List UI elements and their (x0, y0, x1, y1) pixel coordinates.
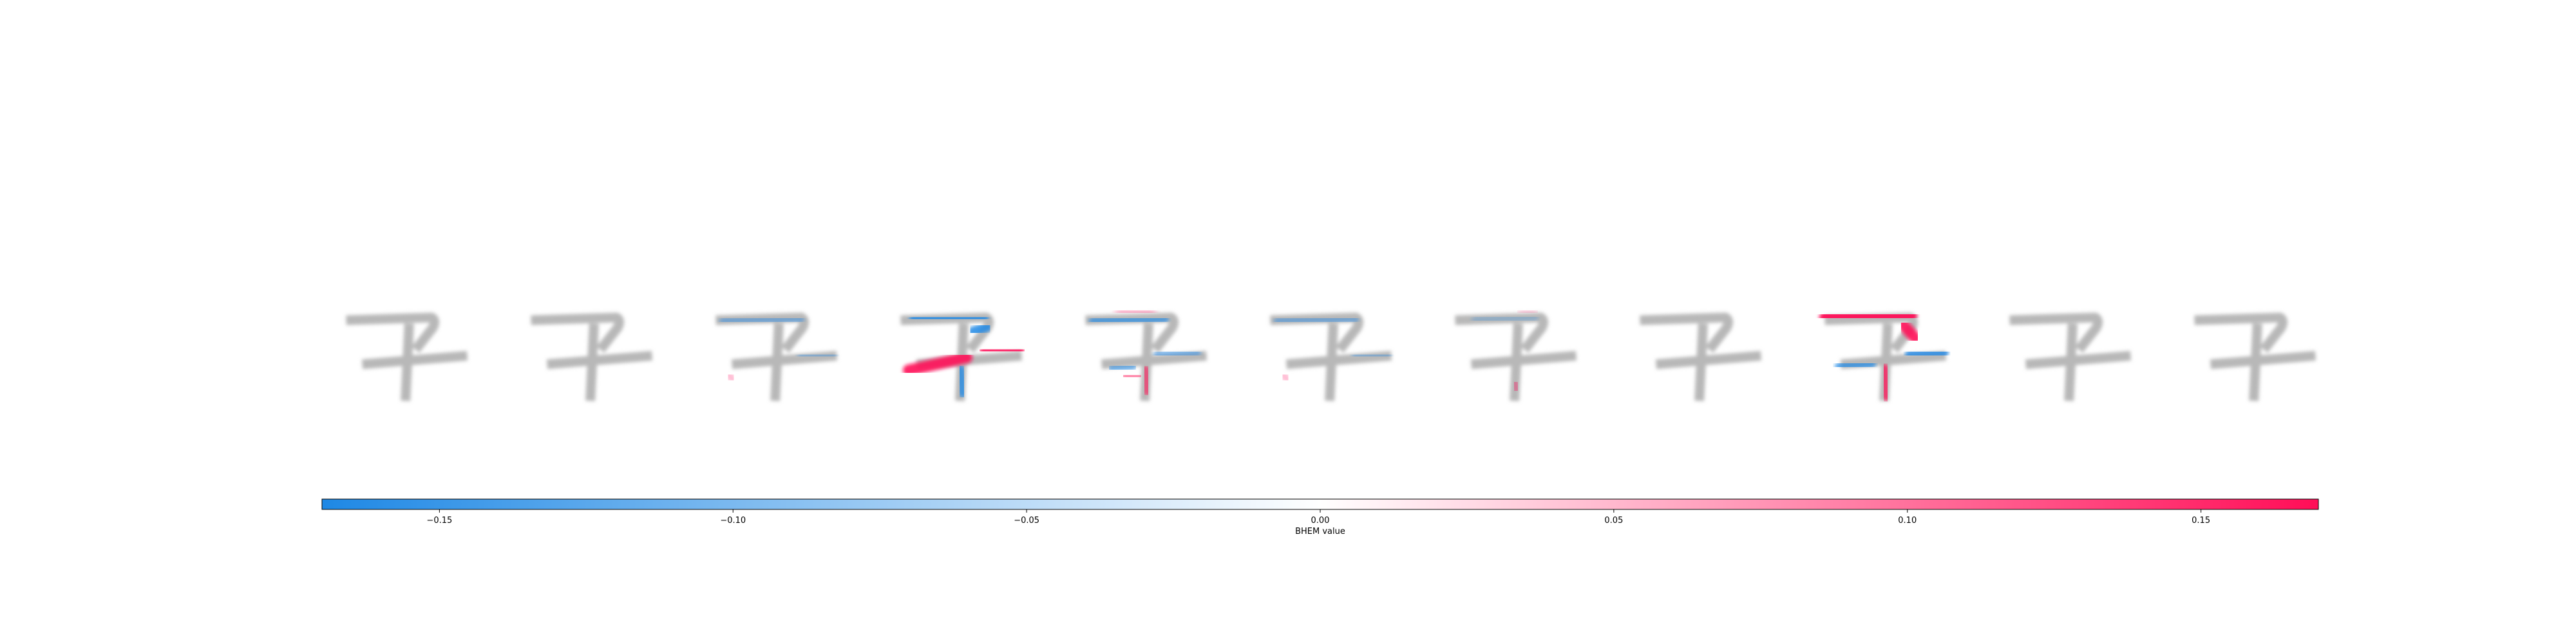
attribution-overlay (725, 372, 737, 383)
digit-panel (346, 312, 468, 401)
attribution-overlay (1835, 359, 1876, 371)
attribution-overlay (1352, 351, 1392, 360)
attribution-overlay (1140, 365, 1153, 396)
digit-stroke (346, 312, 468, 401)
digit-panels-row (346, 307, 2316, 401)
digit-stroke (531, 312, 653, 401)
attribution-overlay (1274, 314, 1359, 326)
digit-stroke (2009, 312, 2132, 401)
colorbar-tick-label: 0.15 (2192, 516, 2210, 526)
attribution-overlay (1905, 347, 1949, 360)
attribution-overlay (1153, 348, 1201, 359)
attribution-overlay (1115, 307, 1156, 317)
digit-stroke (2194, 312, 2316, 401)
colorbar-gradient (321, 498, 2319, 510)
attribution-overlay (968, 321, 992, 337)
colorbar-tick-label: 0.10 (1898, 516, 1917, 526)
attribution-overlay (1108, 362, 1137, 374)
colorbar: −0.15 −0.10 −0.05 0.00 0.05 0.10 0.15 BHEM val… (321, 498, 2319, 536)
digit-panel (900, 312, 1025, 401)
attribution-overlay (1898, 319, 1921, 344)
digit-panel (715, 312, 838, 401)
digit-panel (1455, 307, 1577, 401)
attribution-overlay (980, 343, 1025, 357)
colorbar-tick-label: 0.05 (1604, 516, 1623, 526)
colorbar-axis-label: BHEM value (1295, 527, 1345, 536)
digit-panel (1640, 312, 1762, 401)
attribution-overlay (1879, 364, 1892, 401)
attribution-overlay (1089, 314, 1169, 326)
colorbar-tick-label: −0.05 (1014, 516, 1039, 526)
digit-panel (2194, 312, 2316, 401)
attribution-overlay (1510, 379, 1522, 394)
attribution-overlay (797, 351, 837, 360)
attribution-overlay (903, 352, 972, 376)
digit-panel (1270, 312, 1392, 401)
digit-panel (1085, 307, 1208, 401)
digit-panel (2009, 312, 2132, 401)
attribution-overlay (1121, 371, 1143, 381)
colorbar-ticks: −0.15 −0.10 −0.05 0.00 0.05 0.10 0.15 (426, 509, 2210, 526)
attribution-overlay (909, 312, 989, 325)
colorbar-tick-label: −0.15 (426, 516, 452, 526)
colorbar-tick-label: 0.00 (1311, 516, 1330, 526)
digit-stroke (1640, 312, 1762, 401)
attribution-overlay (955, 365, 969, 398)
attribution-overlay (1517, 307, 1538, 316)
attribution-overlay (1472, 313, 1539, 325)
attribution-overlay (719, 314, 804, 326)
digit-panel (531, 312, 653, 401)
attribution-overlay (1280, 372, 1291, 383)
colorbar-tick-label: −0.10 (720, 516, 746, 526)
digit-panel (1819, 308, 1949, 401)
attribution-overlay (1819, 308, 1917, 325)
